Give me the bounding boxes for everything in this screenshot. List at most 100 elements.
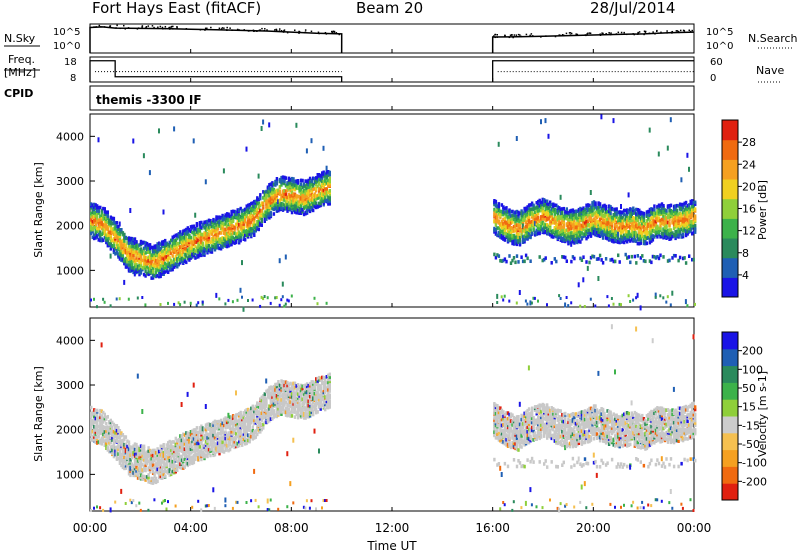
power-cell <box>540 119 542 125</box>
power-cell <box>138 263 141 268</box>
power-cell <box>663 214 667 219</box>
power-cell <box>93 207 96 211</box>
velocity-cell <box>161 458 164 462</box>
power-cell <box>532 203 535 208</box>
power-cell <box>280 180 283 185</box>
power-cell <box>262 206 265 210</box>
power-cell <box>191 248 194 253</box>
power-cell <box>543 257 546 262</box>
power-cell <box>218 237 221 242</box>
power-cell <box>141 258 144 263</box>
power-cell <box>219 246 223 251</box>
velocity-cell <box>94 424 97 429</box>
power-cell <box>179 234 182 239</box>
velocity-cell <box>145 459 149 464</box>
power-cell <box>533 221 536 227</box>
power-cell <box>168 247 171 252</box>
power-cell <box>669 211 673 215</box>
velocity-cell <box>138 470 141 475</box>
power-cell <box>666 215 670 220</box>
power-cell <box>579 206 582 211</box>
velocity-cell <box>142 449 146 453</box>
power-cell <box>520 233 523 238</box>
power-cell <box>315 188 318 193</box>
power-cell <box>591 227 594 231</box>
power-cell <box>325 175 328 179</box>
power-cell <box>541 258 544 263</box>
power-cell <box>254 214 257 219</box>
power-cell <box>204 244 208 248</box>
velocity-cell <box>142 453 146 458</box>
velocity-ytick-label: 4000 <box>56 334 84 347</box>
power-cell <box>514 235 517 240</box>
power-cell <box>242 208 245 213</box>
power-cell <box>103 232 106 237</box>
nsearch-point <box>204 27 207 30</box>
power-cell <box>620 215 623 219</box>
velocity-cell <box>121 448 125 453</box>
power-cell <box>141 240 144 245</box>
power-cell <box>662 220 665 225</box>
velocity-cell <box>109 447 112 452</box>
power-cell <box>533 296 536 300</box>
power-cell <box>561 214 564 219</box>
power-cell <box>530 301 533 305</box>
power-cell <box>327 178 330 183</box>
velocity-cell <box>109 439 112 444</box>
power-cell <box>541 216 544 221</box>
velocity-cell <box>164 474 167 478</box>
power-cell <box>627 220 630 224</box>
power-cell <box>506 220 510 225</box>
power-cell <box>127 263 131 267</box>
power-cell <box>269 213 273 217</box>
power-cell <box>508 254 511 258</box>
power-cell <box>632 223 635 227</box>
velocity-cell <box>138 447 141 453</box>
power-cell <box>142 264 146 269</box>
velocity-cell <box>97 434 100 439</box>
power-cell <box>594 201 597 205</box>
power-cell <box>607 236 611 241</box>
power-cell <box>565 296 568 299</box>
power-cell <box>260 126 263 131</box>
power-cell <box>109 226 112 231</box>
power-cell <box>111 230 114 234</box>
power-cell <box>221 217 224 221</box>
velocity-cell <box>138 465 141 469</box>
power-cell <box>576 221 579 226</box>
power-cell <box>675 203 679 208</box>
velocity-cell <box>118 449 122 454</box>
power-cell <box>610 226 614 231</box>
power-cell <box>182 235 185 240</box>
power-cell <box>496 214 499 218</box>
power-cell <box>136 244 140 248</box>
velocity-cell <box>135 458 138 463</box>
power-cell <box>207 228 211 232</box>
power-cell <box>124 248 128 253</box>
power-cell <box>511 239 514 243</box>
power-cell <box>558 231 561 235</box>
power-cell <box>538 219 541 223</box>
velocity-cell <box>165 449 168 454</box>
power-cell <box>180 248 183 253</box>
power-cell <box>179 303 182 307</box>
power-cell <box>588 217 591 221</box>
power-cell <box>308 203 312 207</box>
power-cell <box>571 234 575 238</box>
power-cell <box>151 256 155 260</box>
power-cell <box>626 229 629 234</box>
power-cell <box>259 216 262 220</box>
power-cell <box>165 241 168 246</box>
power-cell <box>236 219 239 223</box>
power-cell <box>158 246 161 250</box>
power-cell <box>277 205 280 210</box>
velocity-cell <box>167 458 170 463</box>
power-cell <box>203 231 206 235</box>
power-cell <box>321 174 324 178</box>
power-cell <box>298 194 301 199</box>
velocity-ytick-label: 2000 <box>56 424 84 437</box>
power-cell <box>126 265 129 269</box>
nsearch-point <box>643 33 645 36</box>
power-cell <box>266 205 270 209</box>
power-cell <box>93 218 96 223</box>
